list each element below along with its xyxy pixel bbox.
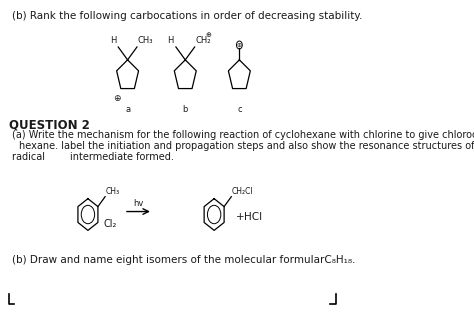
Text: QUESTION 2: QUESTION 2 xyxy=(9,118,90,131)
Text: CH₂Cl: CH₂Cl xyxy=(232,187,254,196)
Text: ⊕: ⊕ xyxy=(205,32,211,38)
Text: Cl₂: Cl₂ xyxy=(104,219,117,229)
Text: CH₃: CH₃ xyxy=(106,187,120,196)
Text: a: a xyxy=(125,106,130,115)
Text: ⊕: ⊕ xyxy=(237,42,242,48)
Text: hv: hv xyxy=(133,199,144,208)
Text: CH₃: CH₃ xyxy=(137,36,153,45)
Text: HCl: HCl xyxy=(245,211,263,221)
Text: CH₂: CH₂ xyxy=(195,36,211,45)
Text: hexane. label the initiation and propagation steps and also show the resonance s: hexane. label the initiation and propaga… xyxy=(18,141,474,151)
Text: c: c xyxy=(237,106,242,115)
Text: (a) Write the mechanism for the following reaction of cyclohexane with chlorine : (a) Write the mechanism for the followin… xyxy=(12,130,474,140)
Text: (b) Draw and name eight isomers of the molecular formularC₈H₁₈.: (b) Draw and name eight isomers of the m… xyxy=(12,255,356,265)
Text: (b) Rank the following carbocations in order of decreasing stability.: (b) Rank the following carbocations in o… xyxy=(12,11,363,21)
Text: b: b xyxy=(182,106,188,115)
Text: +: + xyxy=(236,211,245,221)
Text: radical        intermediate formed.: radical intermediate formed. xyxy=(12,152,174,162)
Text: ⊕: ⊕ xyxy=(113,93,121,102)
Text: H: H xyxy=(167,36,174,45)
Text: H: H xyxy=(109,36,116,45)
